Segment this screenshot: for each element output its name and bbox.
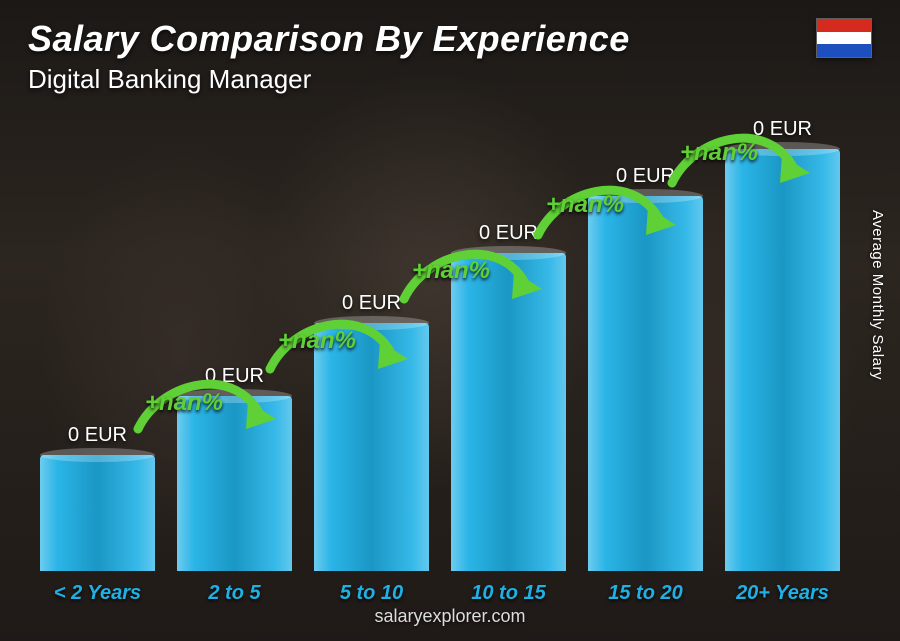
bar bbox=[725, 149, 840, 571]
bar-group: 0 EUR10 to 15 bbox=[451, 222, 566, 571]
bar-category-label: 20+ Years bbox=[736, 582, 829, 605]
bar-value-label: 0 EUR bbox=[616, 165, 675, 188]
page-title: Salary Comparison By Experience bbox=[28, 18, 816, 60]
bar-group: 0 EUR< 2 Years bbox=[40, 424, 155, 571]
bar-value-label: 0 EUR bbox=[205, 365, 264, 388]
bar-group: 0 EUR20+ Years bbox=[725, 118, 840, 571]
bar-group: 0 EUR2 to 5 bbox=[177, 365, 292, 571]
bar-chart: 0 EUR< 2 Years0 EUR2 to 50 EUR5 to 100 E… bbox=[40, 91, 840, 571]
bar-category-label: 5 to 10 bbox=[340, 582, 403, 605]
header: Salary Comparison By Experience Digital … bbox=[28, 18, 872, 95]
country-flag-icon bbox=[816, 18, 872, 58]
bar-value-label: 0 EUR bbox=[68, 424, 127, 447]
bar bbox=[177, 396, 292, 571]
bar-value-label: 0 EUR bbox=[342, 292, 401, 315]
flag-stripe bbox=[817, 19, 871, 32]
y-axis-label: Average Monthly Salary bbox=[869, 210, 886, 380]
flag-stripe bbox=[817, 44, 871, 57]
flag-stripe bbox=[817, 32, 871, 45]
bar-category-label: 2 to 5 bbox=[208, 582, 260, 605]
footer-credit: salaryexplorer.com bbox=[0, 606, 900, 627]
bar-value-label: 0 EUR bbox=[479, 222, 538, 245]
bar bbox=[40, 455, 155, 571]
bar-value-label: 0 EUR bbox=[753, 118, 812, 141]
bar bbox=[588, 196, 703, 571]
bar bbox=[314, 323, 429, 571]
title-block: Salary Comparison By Experience Digital … bbox=[28, 18, 816, 95]
bar-group: 0 EUR5 to 10 bbox=[314, 292, 429, 571]
bar bbox=[451, 253, 566, 571]
bar-category-label: 15 to 20 bbox=[608, 582, 682, 605]
bar-group: 0 EUR15 to 20 bbox=[588, 165, 703, 571]
bar-category-label: < 2 Years bbox=[54, 582, 141, 605]
bar-category-label: 10 to 15 bbox=[471, 582, 545, 605]
